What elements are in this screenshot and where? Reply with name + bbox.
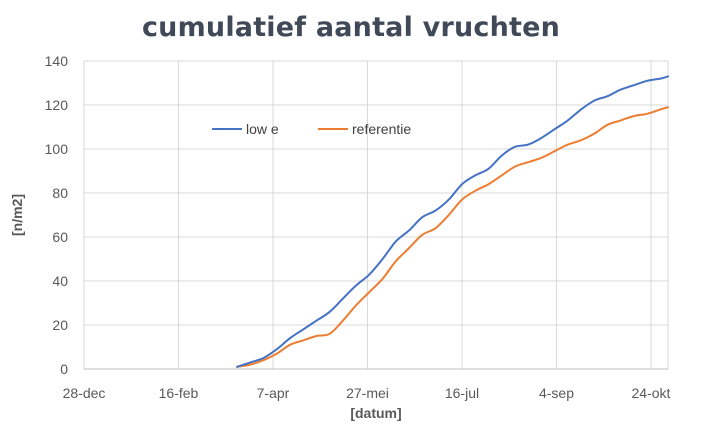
series-layer xyxy=(236,75,669,368)
x-axis-ticks: 28-dec 16-feb 7-apr 27-mei 16-jul 4-sep 24-okt xyxy=(63,385,671,401)
y-tick-label: 100 xyxy=(45,141,69,157)
legend-label: referentie xyxy=(352,121,411,137)
y-tick-label: 20 xyxy=(52,317,68,333)
y-tick-label: 0 xyxy=(60,361,68,377)
series-line-low-e xyxy=(236,75,669,368)
y-tick-label: 140 xyxy=(45,53,69,69)
legend-label: low e xyxy=(246,121,279,137)
x-tick-label: 7-apr xyxy=(257,385,290,401)
y-tick-label: 60 xyxy=(52,229,68,245)
x-tick-label: 4-sep xyxy=(539,385,574,401)
y-tick-label: 120 xyxy=(45,97,69,113)
legend: low e referentie xyxy=(212,121,411,137)
y-tick-label: 40 xyxy=(52,273,68,289)
x-axis-label: [datum] xyxy=(350,405,401,421)
x-tick-label: 16-jul xyxy=(445,385,479,401)
y-axis-label: [n/m2] xyxy=(9,194,25,236)
y-tick-label: 80 xyxy=(52,185,68,201)
x-tick-label: 27-mei xyxy=(346,385,389,401)
y-axis-ticks: 0 20 40 60 80 100 120 140 xyxy=(45,53,69,377)
gridlines xyxy=(83,60,669,370)
x-tick-label: 16-feb xyxy=(159,385,199,401)
x-tick-label: 24-okt xyxy=(632,385,671,401)
x-tick-label: 28-dec xyxy=(63,385,106,401)
chart-title: cumulatief aantal vruchten xyxy=(141,12,561,43)
series-line-referentie xyxy=(236,106,669,368)
